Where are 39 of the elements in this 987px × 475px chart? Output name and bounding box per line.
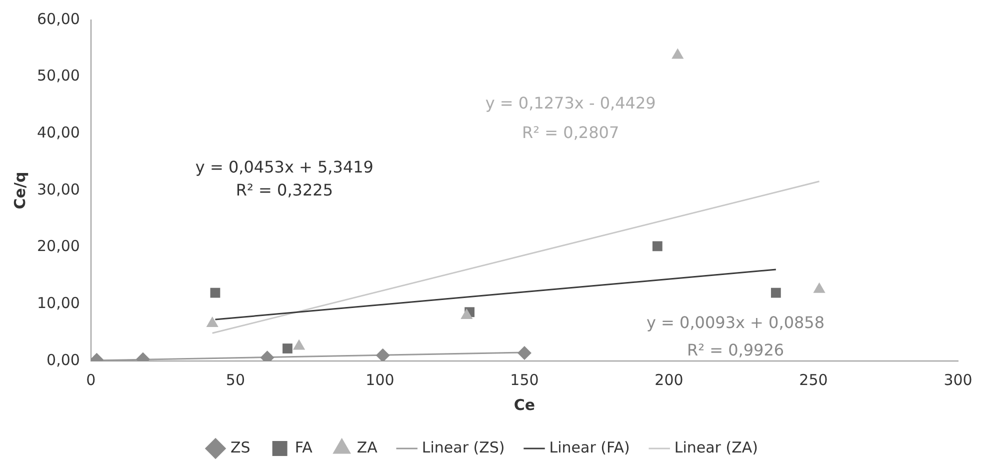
x-tick-label: 100 <box>366 370 394 389</box>
x-tick-label: 300 <box>944 370 972 389</box>
point <box>210 288 220 298</box>
x-tick-label: 0 <box>86 370 96 389</box>
annotation: y = 0,0453x + 5,3419 <box>195 157 374 176</box>
y-tick-label: 40,00 <box>36 124 80 142</box>
annotation: R² = 0,3225 <box>236 180 333 200</box>
annotation: R² = 0,9926 <box>686 340 784 360</box>
point <box>672 48 684 59</box>
y-axis-title: Ce/q <box>10 172 29 210</box>
legend-label: Linear (FA) <box>549 438 630 456</box>
legend-label: ZA <box>356 438 378 456</box>
point <box>376 348 390 361</box>
x-tick-label: 200 <box>654 370 684 389</box>
annotation: R² = 0,2807 <box>522 123 620 142</box>
y-tick-label: 30,00 <box>36 180 80 198</box>
legend-label: Linear (ZS) <box>422 438 505 456</box>
point <box>206 316 218 327</box>
point <box>292 339 306 350</box>
annotation: y = 0,0093x + 0,0858 <box>646 313 825 332</box>
point <box>460 308 473 320</box>
point <box>517 346 532 360</box>
point <box>652 241 662 252</box>
legend-label: FA <box>294 438 314 456</box>
annotation: y = 0,1273x - 0,4429 <box>485 93 656 112</box>
legend-label: Linear (ZA) <box>674 438 758 456</box>
y-tick-label: 60,00 <box>36 10 80 28</box>
point <box>813 282 826 293</box>
x-tick-label: 150 <box>510 370 539 389</box>
point <box>770 288 781 298</box>
x-tick-label: 50 <box>226 370 245 389</box>
legend-label: ZS <box>230 438 250 456</box>
x-axis-title: Ce <box>514 396 536 414</box>
y-tick-label: 10,00 <box>36 294 80 312</box>
y-tick-label: 50,00 <box>36 66 80 85</box>
point <box>282 344 292 354</box>
y-tick-label: 0,00 <box>46 350 80 369</box>
x-tick-label: 250 <box>799 370 828 389</box>
y-tick-label: 20,00 <box>36 237 80 256</box>
